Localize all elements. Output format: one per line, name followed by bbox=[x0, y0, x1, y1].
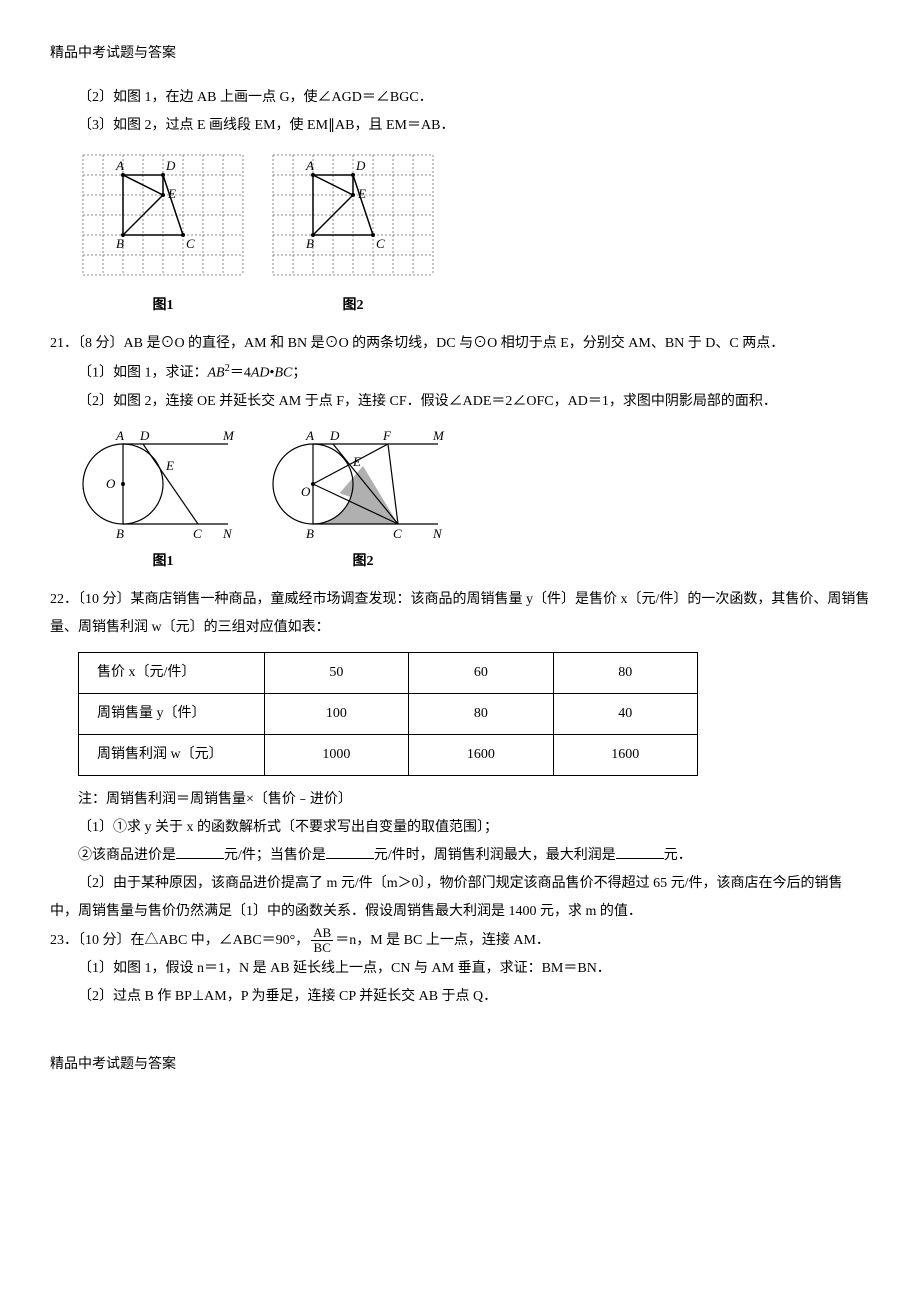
q20-figures: A D E B C 图1 bbox=[78, 150, 870, 320]
fraction-den: BC bbox=[311, 941, 333, 955]
q23-stem-pre: 在△ABC 中，∠ABC＝90°， bbox=[131, 933, 310, 948]
svg-text:M: M bbox=[432, 428, 445, 443]
svg-text:D: D bbox=[355, 158, 366, 173]
q21-sub2: 〔2〕如图 2，连接 OE 并延长交 AM 于点 F，连接 CF．假设∠ADE＝… bbox=[50, 388, 870, 416]
q21-svg-2: AD F M E O B C N bbox=[268, 426, 458, 546]
q22-sub1b-mid1: 元/件；当售价是 bbox=[224, 848, 326, 863]
table-cell: 1600 bbox=[409, 734, 553, 775]
table-row: 售价 x〔元/件〕 50 60 80 bbox=[79, 652, 698, 693]
table-cell: 周销售利润 w〔元〕 bbox=[79, 734, 265, 775]
svg-text:N: N bbox=[432, 526, 443, 541]
table-cell: 50 bbox=[264, 652, 408, 693]
page-header: 精品中考试题与答案 bbox=[50, 40, 870, 68]
svg-text:B: B bbox=[116, 236, 124, 251]
q20-sub3: 〔3〕如图 2，过点 E 画线段 EM，使 EM∥AB，且 EM＝AB． bbox=[50, 112, 870, 140]
q22-stem-text: 某商店销售一种商品，童威经市场调查发现：该商品的周销售量 y〔件〕是售价 x〔元… bbox=[50, 592, 869, 635]
blank-input[interactable] bbox=[326, 844, 374, 859]
q21-stem-text: AB 是⊙O 的直径，AM 和 BN 是⊙O 的两条切线，DC 与⊙O 相切于点… bbox=[124, 336, 785, 351]
svg-text:A: A bbox=[115, 158, 124, 173]
blank-input[interactable] bbox=[616, 844, 664, 859]
q22-sub1b-pre: ②该商品进价是 bbox=[78, 848, 176, 863]
q22-number: 22． bbox=[50, 592, 78, 607]
q22-sub1a: 〔1〕①求 y 关于 x 的函数解析式〔不要求写出自变量的取值范围〕； bbox=[50, 814, 870, 842]
q20-fig2: A D E B C 图2 bbox=[268, 150, 438, 320]
q20-grid-svg-1: A D E B C bbox=[78, 150, 248, 290]
q22-sub1b-end: 元． bbox=[664, 848, 692, 863]
q21-fig1-caption: 图1 bbox=[78, 548, 248, 576]
q21-points: 〔8 分〕 bbox=[78, 336, 124, 351]
q20-fig2-caption: 图2 bbox=[268, 292, 438, 320]
q22-points: 〔10 分〕 bbox=[78, 592, 131, 607]
svg-text:B: B bbox=[306, 526, 314, 541]
q21-fig2-caption: 图2 bbox=[268, 548, 458, 576]
svg-text:F: F bbox=[382, 428, 392, 443]
q22-table: 售价 x〔元/件〕 50 60 80 周销售量 y〔件〕 100 80 40 周… bbox=[78, 652, 698, 776]
q21-fig1: AD M E O B C N 图1 bbox=[78, 426, 248, 576]
table-cell: 80 bbox=[553, 652, 697, 693]
table-cell: 100 bbox=[264, 693, 408, 734]
q23-sub1: 〔1〕如图 1，假设 n＝1，N 是 AB 延长线上一点，CN 与 AM 垂直，… bbox=[50, 955, 870, 983]
q20-fig1: A D E B C 图1 bbox=[78, 150, 248, 320]
svg-text:B: B bbox=[306, 236, 314, 251]
svg-text:E: E bbox=[352, 454, 361, 469]
q21-number: 21． bbox=[50, 336, 78, 351]
q22-sub1b-mid2: 元/件时，周销售利润最大，最大利润是 bbox=[374, 848, 616, 863]
svg-text:E: E bbox=[167, 186, 176, 201]
q21-figures: ADM E O BCN 图1 AD bbox=[78, 426, 870, 576]
q23-points: 〔10 分〕 bbox=[78, 933, 131, 948]
svg-text:D: D bbox=[329, 428, 340, 443]
q22-sub2: 〔2〕由于某种原因，该商品进价提高了 m 元/件〔m＞0〕，物价部门规定该商品售… bbox=[50, 870, 870, 926]
blank-input[interactable] bbox=[176, 844, 224, 859]
svg-text:O: O bbox=[301, 484, 311, 499]
svg-text:E: E bbox=[165, 458, 174, 473]
q20-sub2: 〔2〕如图 1，在边 AB 上画一点 G，使∠AGD＝∠BGC． bbox=[50, 84, 870, 112]
table-cell: 售价 x〔元/件〕 bbox=[79, 652, 265, 693]
fraction: ABBC bbox=[311, 926, 333, 956]
svg-text:D: D bbox=[165, 158, 176, 173]
table-cell: 1000 bbox=[264, 734, 408, 775]
table-cell: 80 bbox=[409, 693, 553, 734]
fraction-num: AB bbox=[311, 926, 333, 941]
svg-text:A: A bbox=[115, 428, 124, 443]
svg-text:A: A bbox=[305, 428, 314, 443]
q23-sub2: 〔2〕过点 B 作 BP⊥AM，P 为垂足，连接 CP 并延长交 AB 于点 Q… bbox=[50, 983, 870, 1011]
q22-note: 注：周销售利润＝周销售量×〔售价﹣进价〕 bbox=[50, 786, 870, 814]
q23-stem-post: ＝n，M 是 BC 上一点，连接 AM． bbox=[335, 933, 550, 948]
table-cell: 1600 bbox=[553, 734, 697, 775]
svg-text:N: N bbox=[222, 526, 233, 541]
q23-number: 23． bbox=[50, 933, 78, 948]
table-row: 周销售利润 w〔元〕 1000 1600 1600 bbox=[79, 734, 698, 775]
table-cell: 60 bbox=[409, 652, 553, 693]
svg-text:D: D bbox=[139, 428, 150, 443]
q22-sub1b: ②该商品进价是 元/件；当售价是 元/件时，周销售利润最大，最大利润是 元． bbox=[50, 842, 870, 870]
q20-grid-svg-2: A D E B C bbox=[268, 150, 438, 290]
svg-text:C: C bbox=[193, 526, 202, 541]
svg-text:C: C bbox=[393, 526, 402, 541]
svg-text:C: C bbox=[186, 236, 195, 251]
q21-stem: 21．〔8 分〕AB 是⊙O 的直径，AM 和 BN 是⊙O 的两条切线，DC … bbox=[50, 330, 870, 358]
table-cell: 周销售量 y〔件〕 bbox=[79, 693, 265, 734]
table-row: 周销售量 y〔件〕 100 80 40 bbox=[79, 693, 698, 734]
svg-text:E: E bbox=[357, 186, 366, 201]
svg-text:B: B bbox=[116, 526, 124, 541]
svg-text:M: M bbox=[222, 428, 235, 443]
q21-sub1: 〔1〕如图 1，求证：AB2＝4AD•BC； bbox=[50, 358, 870, 388]
q21-svg-1: AD M E O B C N bbox=[78, 426, 248, 546]
q22-stem: 22．〔10 分〕某商店销售一种商品，童威经市场调查发现：该商品的周销售量 y〔… bbox=[50, 586, 870, 642]
q21-fig2: AD F M E O B C N 图2 bbox=[268, 426, 458, 576]
q20-fig1-caption: 图1 bbox=[78, 292, 248, 320]
page-footer: 精品中考试题与答案 bbox=[50, 1051, 870, 1079]
svg-text:C: C bbox=[376, 236, 385, 251]
svg-text:O: O bbox=[106, 476, 116, 491]
table-cell: 40 bbox=[553, 693, 697, 734]
q23-stem: 23．〔10 分〕在△ABC 中，∠ABC＝90°，ABBC＝n，M 是 BC … bbox=[50, 926, 870, 956]
svg-text:A: A bbox=[305, 158, 314, 173]
